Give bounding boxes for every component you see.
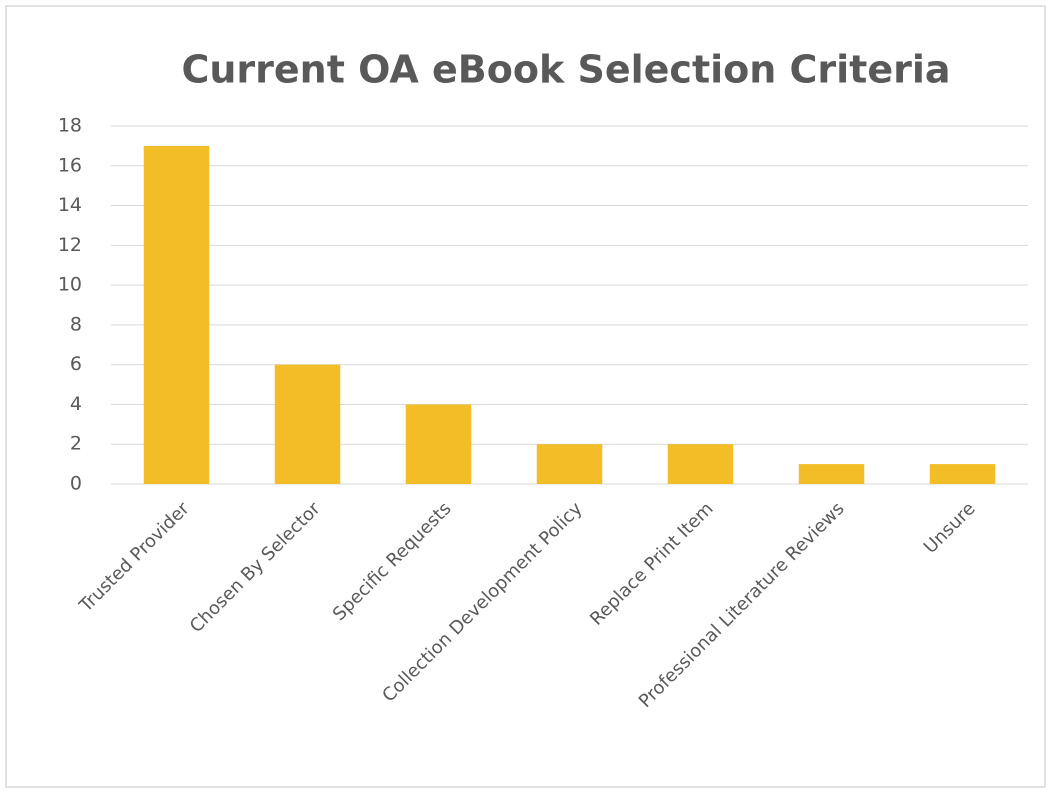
chart-title: Current OA eBook Selection Criteria [181, 48, 950, 92]
bar [929, 464, 996, 484]
y-tick-label: 2 [70, 433, 82, 455]
bar [536, 444, 603, 484]
bar [274, 364, 341, 484]
y-tick-label: 18 [58, 115, 82, 137]
y-tick-label: 6 [70, 353, 82, 375]
y-tick-label: 8 [70, 313, 82, 335]
bar [798, 464, 865, 484]
y-tick-label: 16 [58, 154, 82, 176]
bar [143, 145, 210, 484]
y-tick-label: 4 [70, 393, 82, 415]
bar [667, 444, 734, 484]
y-tick-label: 14 [58, 194, 82, 216]
y-tick-label: 12 [58, 234, 82, 256]
bar [405, 404, 472, 484]
y-tick-label: 0 [70, 473, 82, 495]
y-tick-label: 10 [58, 274, 82, 296]
